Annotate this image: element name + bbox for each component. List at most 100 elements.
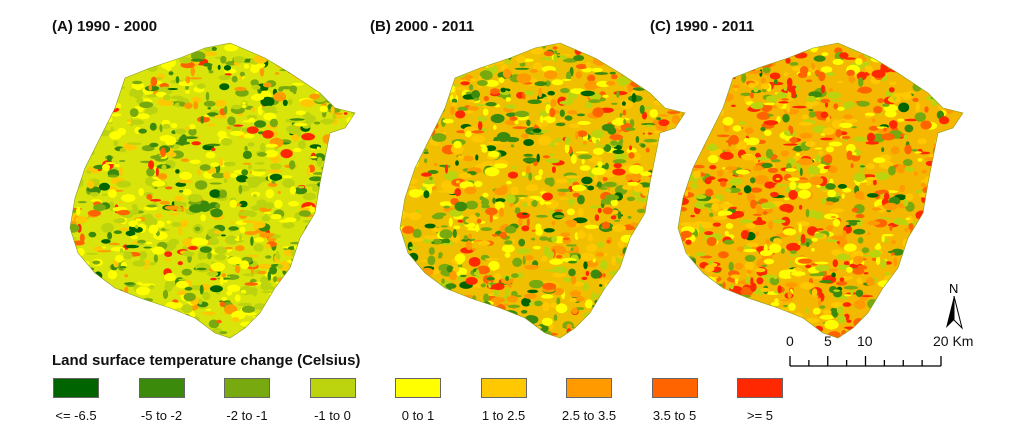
lst-pixel-cluster: [836, 305, 844, 315]
lst-pixel-cluster: [454, 292, 459, 302]
lst-pixel-cluster: [492, 283, 505, 291]
lst-pixel-cluster: [866, 163, 875, 170]
lst-pixel-cluster: [843, 285, 859, 290]
lst-pixel-cluster: [432, 79, 442, 85]
lst-pixel-cluster: [573, 342, 587, 348]
lst-pixel-cluster: [105, 55, 111, 63]
lst-pixel-cluster: [590, 291, 595, 301]
lst-pixel-cluster: [779, 203, 794, 212]
lst-pixel-cluster: [709, 165, 717, 170]
lst-pixel-cluster: [723, 43, 729, 48]
lst-pixel-cluster: [248, 164, 252, 170]
lst-pixel-cluster: [623, 343, 629, 348]
lst-pixel-cluster: [444, 170, 459, 181]
lst-pixel-cluster: [273, 54, 285, 63]
lst-pixel-cluster: [771, 96, 776, 104]
lst-pixel-cluster: [885, 295, 893, 299]
lst-pixel-cluster: [240, 260, 250, 270]
lst-pixel-cluster: [93, 125, 103, 134]
lst-pixel-cluster: [619, 281, 627, 286]
lst-pixel-cluster: [923, 43, 928, 48]
lst-pixel-cluster: [932, 250, 948, 257]
lst-pixel-cluster: [824, 213, 839, 220]
lst-pixel-cluster: [74, 59, 80, 65]
lst-pixel-cluster: [947, 100, 955, 105]
lst-pixel-cluster: [707, 289, 715, 298]
lst-pixel-cluster: [680, 340, 688, 348]
lst-pixel-cluster: [117, 209, 131, 216]
lst-pixel-cluster: [65, 126, 70, 129]
lst-pixel-cluster: [401, 63, 409, 72]
lst-pixel-cluster: [575, 63, 588, 70]
lst-pixel-cluster: [837, 106, 845, 111]
lst-pixel-cluster: [594, 72, 609, 75]
lst-pixel-cluster: [827, 189, 837, 198]
lst-pixel-cluster: [302, 260, 308, 271]
lst-pixel-cluster: [529, 301, 535, 306]
lst-pixel-cluster: [690, 214, 695, 218]
lst-pixel-cluster: [684, 155, 696, 159]
lst-pixel-cluster: [685, 239, 692, 245]
lst-pixel-cluster: [549, 258, 563, 265]
lst-pixel-cluster: [463, 235, 469, 240]
lst-pixel-cluster: [644, 124, 654, 128]
lst-pixel-cluster: [657, 309, 672, 319]
lst-pixel-cluster: [797, 158, 813, 166]
lst-pixel-cluster: [354, 230, 355, 235]
lst-pixel-cluster: [288, 201, 300, 207]
lst-pixel-cluster: [584, 329, 598, 333]
lst-pixel-cluster: [607, 61, 618, 66]
lst-pixel-cluster: [415, 306, 425, 309]
lst-pixel-cluster: [853, 228, 866, 235]
lst-pixel-cluster: [424, 309, 435, 316]
lst-pixel-cluster: [503, 46, 510, 56]
lst-pixel-cluster: [695, 95, 700, 105]
lst-pixel-cluster: [898, 102, 910, 113]
lst-pixel-cluster: [867, 232, 871, 236]
lst-pixel-cluster: [954, 149, 960, 158]
lst-pixel-cluster: [395, 341, 401, 346]
lst-pixel-cluster: [339, 178, 348, 181]
lst-pixel-cluster: [914, 189, 923, 194]
lst-pixel-cluster: [688, 306, 697, 317]
lst-pixel-cluster: [928, 239, 940, 247]
lst-pixel-cluster: [857, 237, 864, 244]
lst-pixel-cluster: [600, 298, 606, 308]
lst-pixel-cluster: [70, 204, 71, 208]
lst-pixel-cluster: [638, 336, 652, 338]
lst-pixel-cluster: [551, 235, 558, 243]
lst-pixel-cluster: [400, 83, 404, 91]
lst-pixel-cluster: [555, 137, 562, 143]
lst-pixel-cluster: [239, 233, 243, 243]
lst-pixel-cluster: [822, 69, 832, 72]
lst-pixel-cluster: [353, 291, 355, 297]
lst-pixel-cluster: [286, 125, 300, 133]
lst-pixel-cluster: [845, 143, 856, 153]
lst-pixel-cluster: [70, 43, 76, 51]
lst-pixel-cluster: [836, 314, 846, 324]
lst-pixel-cluster: [180, 207, 185, 212]
lst-pixel-cluster: [252, 330, 257, 335]
lst-pixel-cluster: [689, 138, 698, 144]
lst-pixel-cluster: [408, 186, 417, 189]
lst-pixel-cluster: [362, 343, 365, 348]
lst-pixel-cluster: [223, 161, 236, 167]
lst-pixel-cluster: [706, 236, 717, 247]
lst-pixel-cluster: [163, 94, 171, 101]
lst-pixel-cluster: [408, 189, 422, 198]
lst-pixel-cluster: [853, 136, 868, 142]
lst-pixel-cluster: [949, 78, 963, 87]
lst-pixel-cluster: [415, 290, 422, 299]
lst-pixel-cluster: [102, 163, 110, 171]
lst-pixel-cluster: [691, 182, 698, 189]
lst-pixel-cluster: [799, 132, 813, 139]
lst-pixel-cluster: [428, 247, 435, 255]
lst-pixel-cluster: [135, 339, 146, 343]
lst-pixel-cluster: [74, 216, 88, 224]
lst-pixel-cluster: [299, 67, 314, 74]
lst-pixel-cluster: [139, 48, 153, 54]
lst-pixel-cluster: [330, 181, 335, 188]
lst-pixel-cluster: [912, 305, 920, 314]
lst-pixel-cluster: [716, 336, 725, 338]
lst-pixel-cluster: [189, 124, 196, 130]
